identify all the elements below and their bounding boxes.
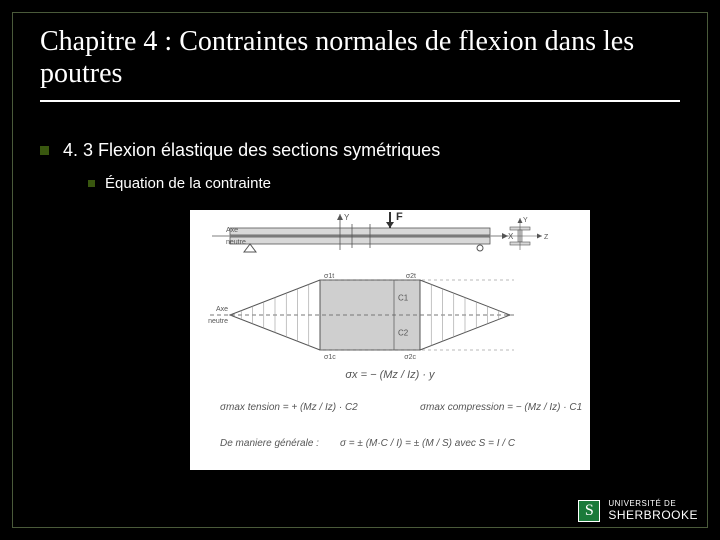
bullet-l1-text: 4. 3 Flexion élastique des sections symé…: [63, 140, 440, 161]
svg-text:σ = ± (M·C / I) = ± (M / S): σ = ± (M·C / I) = ± (M / S) avec S = I /…: [340, 438, 516, 449]
svg-text:σmax compression = − (Mz / Iz): σmax compression = − (Mz / Iz) · C1: [420, 402, 582, 413]
svg-text:Axe: Axe: [216, 306, 228, 313]
svg-text:σmax tension = + (Mz / Iz) · C: σmax tension = + (Mz / Iz) · C2: [220, 402, 358, 413]
svg-text:Axe: Axe: [226, 227, 238, 234]
svg-text:X: X: [508, 232, 514, 241]
svg-text:neutre: neutre: [208, 318, 228, 325]
svg-text:Z: Z: [544, 234, 549, 241]
svg-text:σ2c: σ2c: [404, 354, 416, 361]
svg-text:Y: Y: [344, 213, 350, 222]
bullet-l2-text: Équation de la contrainte: [105, 175, 271, 192]
svg-text:C2: C2: [398, 329, 409, 338]
bullet-square-icon: [88, 180, 95, 187]
logo-mark-icon: S: [578, 500, 600, 522]
svg-text:De maniere générale :: De maniere générale :: [220, 438, 319, 449]
bullet-square-icon: [40, 146, 49, 155]
svg-text:F: F: [396, 211, 403, 223]
title-text: Chapitre 4 : Contraintes normales de fle…: [40, 26, 634, 89]
svg-text:σx = − (Mz / Iz) · y: σx = − (Mz / Iz) · y: [345, 369, 436, 381]
logo-text: UNIVERSITÉ DE SHERBROOKE: [608, 500, 698, 522]
svg-text:σ2t: σ2t: [406, 273, 416, 280]
figure-svg: X Y Axe neutre F Y Z Axe neutre σ1t σ2t σ1c σ2c C1 C2 σ…: [190, 210, 590, 470]
content-area: 4. 3 Flexion élastique des sections symé…: [40, 140, 680, 200]
bullet-level1: 4. 3 Flexion élastique des sections symé…: [40, 140, 680, 161]
svg-text:σ1t: σ1t: [324, 273, 334, 280]
svg-text:σ1c: σ1c: [324, 354, 336, 361]
logo-line2: SHERBROOKE: [608, 509, 698, 522]
svg-text:Y: Y: [523, 217, 528, 224]
bullet-level2: Équation de la contrainte: [88, 175, 680, 192]
svg-text:neutre: neutre: [226, 239, 246, 246]
figure-diagram: X Y Axe neutre F Y Z Axe neutre σ1t σ2t σ1c σ2c C1 C2 σ…: [190, 210, 590, 470]
svg-text:C1: C1: [398, 294, 409, 303]
footer-logo: S UNIVERSITÉ DE SHERBROOKE: [578, 500, 698, 522]
page-title: Chapitre 4 : Contraintes normales de fle…: [40, 26, 680, 102]
logo-letter: S: [585, 502, 594, 520]
